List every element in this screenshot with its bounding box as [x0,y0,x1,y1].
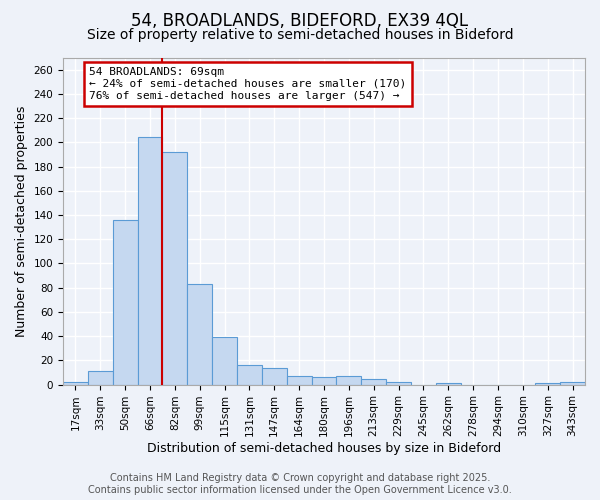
Text: Contains HM Land Registry data © Crown copyright and database right 2025.
Contai: Contains HM Land Registry data © Crown c… [88,474,512,495]
Bar [187,284,212,384]
Bar [262,368,287,384]
X-axis label: Distribution of semi-detached houses by size in Bideford: Distribution of semi-detached houses by … [147,442,501,455]
Bar [337,376,361,384]
Bar [212,338,237,384]
Bar [88,372,113,384]
Text: 54, BROADLANDS, BIDEFORD, EX39 4QL: 54, BROADLANDS, BIDEFORD, EX39 4QL [131,12,469,30]
Bar [137,138,163,384]
Bar [560,382,585,384]
Bar [311,378,337,384]
Text: 54 BROADLANDS: 69sqm
← 24% of semi-detached houses are smaller (170)
76% of semi: 54 BROADLANDS: 69sqm ← 24% of semi-detac… [89,68,406,100]
Y-axis label: Number of semi-detached properties: Number of semi-detached properties [15,106,28,336]
Bar [287,376,311,384]
Bar [386,382,411,384]
Text: Size of property relative to semi-detached houses in Bideford: Size of property relative to semi-detach… [86,28,514,42]
Bar [237,365,262,384]
Bar [163,152,187,384]
Bar [113,220,137,384]
Bar [63,382,88,384]
Bar [361,378,386,384]
